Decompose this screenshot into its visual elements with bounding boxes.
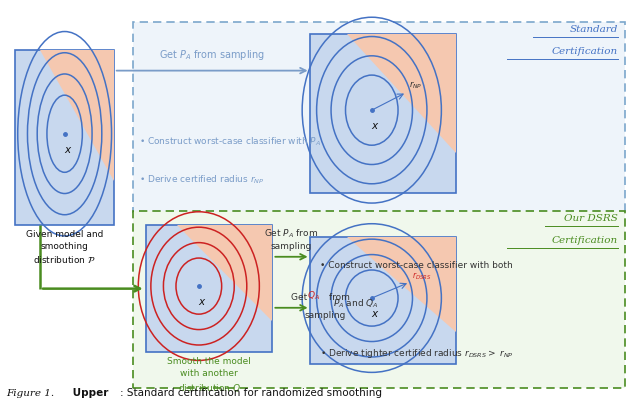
Text: $x$: $x$ (63, 144, 72, 154)
Text: $x$: $x$ (198, 296, 206, 306)
Text: $Q_A$: $Q_A$ (307, 288, 320, 301)
Text: $r_{NP}$: $r_{NP}$ (408, 79, 422, 91)
Text: Get $P_A$ from
sampling: Get $P_A$ from sampling (264, 226, 319, 250)
Text: Get $P_A$ from sampling: Get $P_A$ from sampling (159, 47, 265, 62)
Polygon shape (40, 51, 114, 181)
Bar (310, 34, 456, 194)
Polygon shape (347, 237, 456, 333)
Text: • Derive tighter certified radius $r_{DSRS}$$>$ $r_{NP}$: • Derive tighter certified radius $r_{DS… (320, 346, 514, 359)
Bar (15, 51, 114, 225)
Text: Smooth the model
with another
distribution $Q$: Smooth the model with another distributi… (167, 356, 251, 393)
Bar (133, 211, 625, 388)
Text: Certification: Certification (552, 47, 618, 55)
Text: $x$: $x$ (371, 121, 379, 131)
Polygon shape (347, 34, 456, 154)
Text: sampling: sampling (304, 310, 346, 319)
Polygon shape (177, 225, 273, 321)
Bar (145, 225, 273, 352)
Text: Figure 1.: Figure 1. (6, 388, 54, 397)
Text: : Standard certification for randomized smoothing: : Standard certification for randomized … (120, 387, 382, 397)
Text: • Construct worst-case classifier with $P_A$: • Construct worst-case classifier with $… (139, 135, 321, 147)
Text: Given model and
smoothing
distribution $\mathcal{P}$: Given model and smoothing distribution $… (26, 229, 103, 264)
Text: • Derive certified radius $r_{NP}$: • Derive certified radius $r_{NP}$ (139, 173, 265, 185)
Bar (133, 23, 625, 213)
Bar (310, 237, 456, 364)
Text: Certification: Certification (552, 235, 618, 244)
Text: $x$: $x$ (371, 308, 379, 318)
Text: Standard: Standard (570, 25, 618, 34)
Text: Get: Get (291, 292, 310, 301)
Text: • Construct worst-case classifier with both: • Construct worst-case classifier with b… (320, 260, 513, 269)
Text: Upper: Upper (69, 387, 109, 397)
Text: $r_{DSRS}$: $r_{DSRS}$ (412, 269, 431, 281)
Text: Our DSRS: Our DSRS (564, 213, 618, 222)
Text: from: from (326, 292, 350, 301)
Text: $P_A$ and $Q_A$: $P_A$ and $Q_A$ (333, 297, 378, 310)
